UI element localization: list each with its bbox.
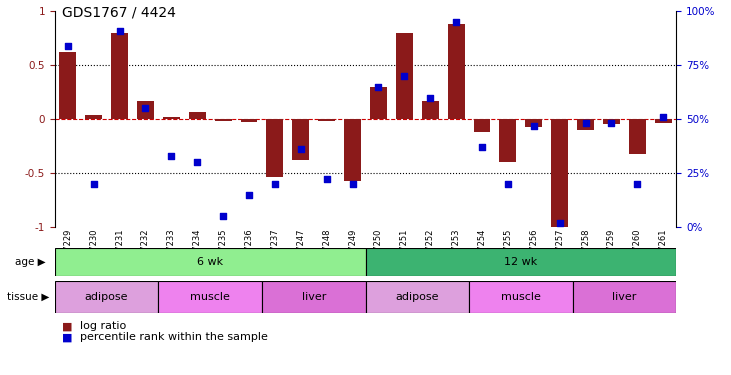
Point	[62, 43, 74, 49]
Bar	[629, 119, 645, 154]
Bar	[577, 119, 594, 130]
Bar	[526, 119, 542, 127]
Bar	[396, 33, 413, 119]
Text: ■: ■	[62, 333, 72, 342]
Bar	[189, 111, 205, 119]
Bar	[370, 87, 387, 119]
Bar	[447, 24, 464, 119]
Text: liver: liver	[301, 292, 326, 302]
Bar	[55, 248, 366, 276]
Bar	[366, 248, 676, 276]
Text: age ▶: age ▶	[15, 256, 45, 267]
Point	[605, 120, 617, 126]
Point	[346, 181, 358, 187]
Bar	[262, 281, 366, 313]
Text: tissue ▶: tissue ▶	[7, 292, 50, 302]
Bar	[59, 52, 76, 119]
Bar	[215, 119, 232, 121]
Point	[580, 120, 591, 126]
Text: 12 wk: 12 wk	[504, 256, 537, 267]
Text: adipose: adipose	[395, 292, 439, 302]
Text: liver: liver	[612, 292, 637, 302]
Point	[476, 144, 488, 150]
Point	[140, 105, 151, 111]
Point	[269, 181, 281, 187]
Point	[295, 146, 306, 152]
Bar	[551, 119, 568, 227]
Point	[321, 177, 333, 183]
Bar	[111, 33, 128, 119]
Text: log ratio: log ratio	[80, 321, 126, 331]
Bar	[318, 119, 335, 121]
Bar	[603, 119, 620, 124]
Point	[88, 181, 99, 187]
Point	[632, 181, 643, 187]
Point	[398, 73, 410, 79]
Bar	[655, 119, 672, 123]
Point	[165, 153, 177, 159]
Bar	[499, 119, 516, 162]
Point	[657, 114, 669, 120]
Bar	[163, 117, 180, 119]
Point	[114, 28, 126, 34]
Point	[450, 19, 462, 25]
Text: 6 wk: 6 wk	[197, 256, 223, 267]
Bar	[137, 101, 154, 119]
Point	[373, 84, 385, 90]
Bar	[572, 281, 676, 313]
Text: adipose: adipose	[85, 292, 129, 302]
Bar	[469, 281, 572, 313]
Point	[502, 181, 514, 187]
Point	[243, 192, 255, 198]
Text: percentile rank within the sample: percentile rank within the sample	[80, 333, 268, 342]
Bar	[422, 101, 439, 119]
Bar	[267, 119, 284, 177]
Bar	[292, 119, 309, 160]
Text: ■: ■	[62, 321, 72, 331]
Bar	[55, 281, 159, 313]
Point	[425, 94, 436, 100]
Bar	[86, 115, 102, 119]
Text: muscle: muscle	[190, 292, 230, 302]
Point	[217, 213, 229, 219]
Bar	[344, 119, 361, 180]
Point	[554, 220, 566, 226]
Bar	[366, 281, 469, 313]
Text: GDS1767 / 4424: GDS1767 / 4424	[62, 6, 176, 20]
Point	[192, 159, 203, 165]
Bar	[240, 119, 257, 122]
Text: muscle: muscle	[501, 292, 541, 302]
Point	[528, 123, 539, 129]
Bar	[159, 281, 262, 313]
Bar	[474, 119, 491, 132]
